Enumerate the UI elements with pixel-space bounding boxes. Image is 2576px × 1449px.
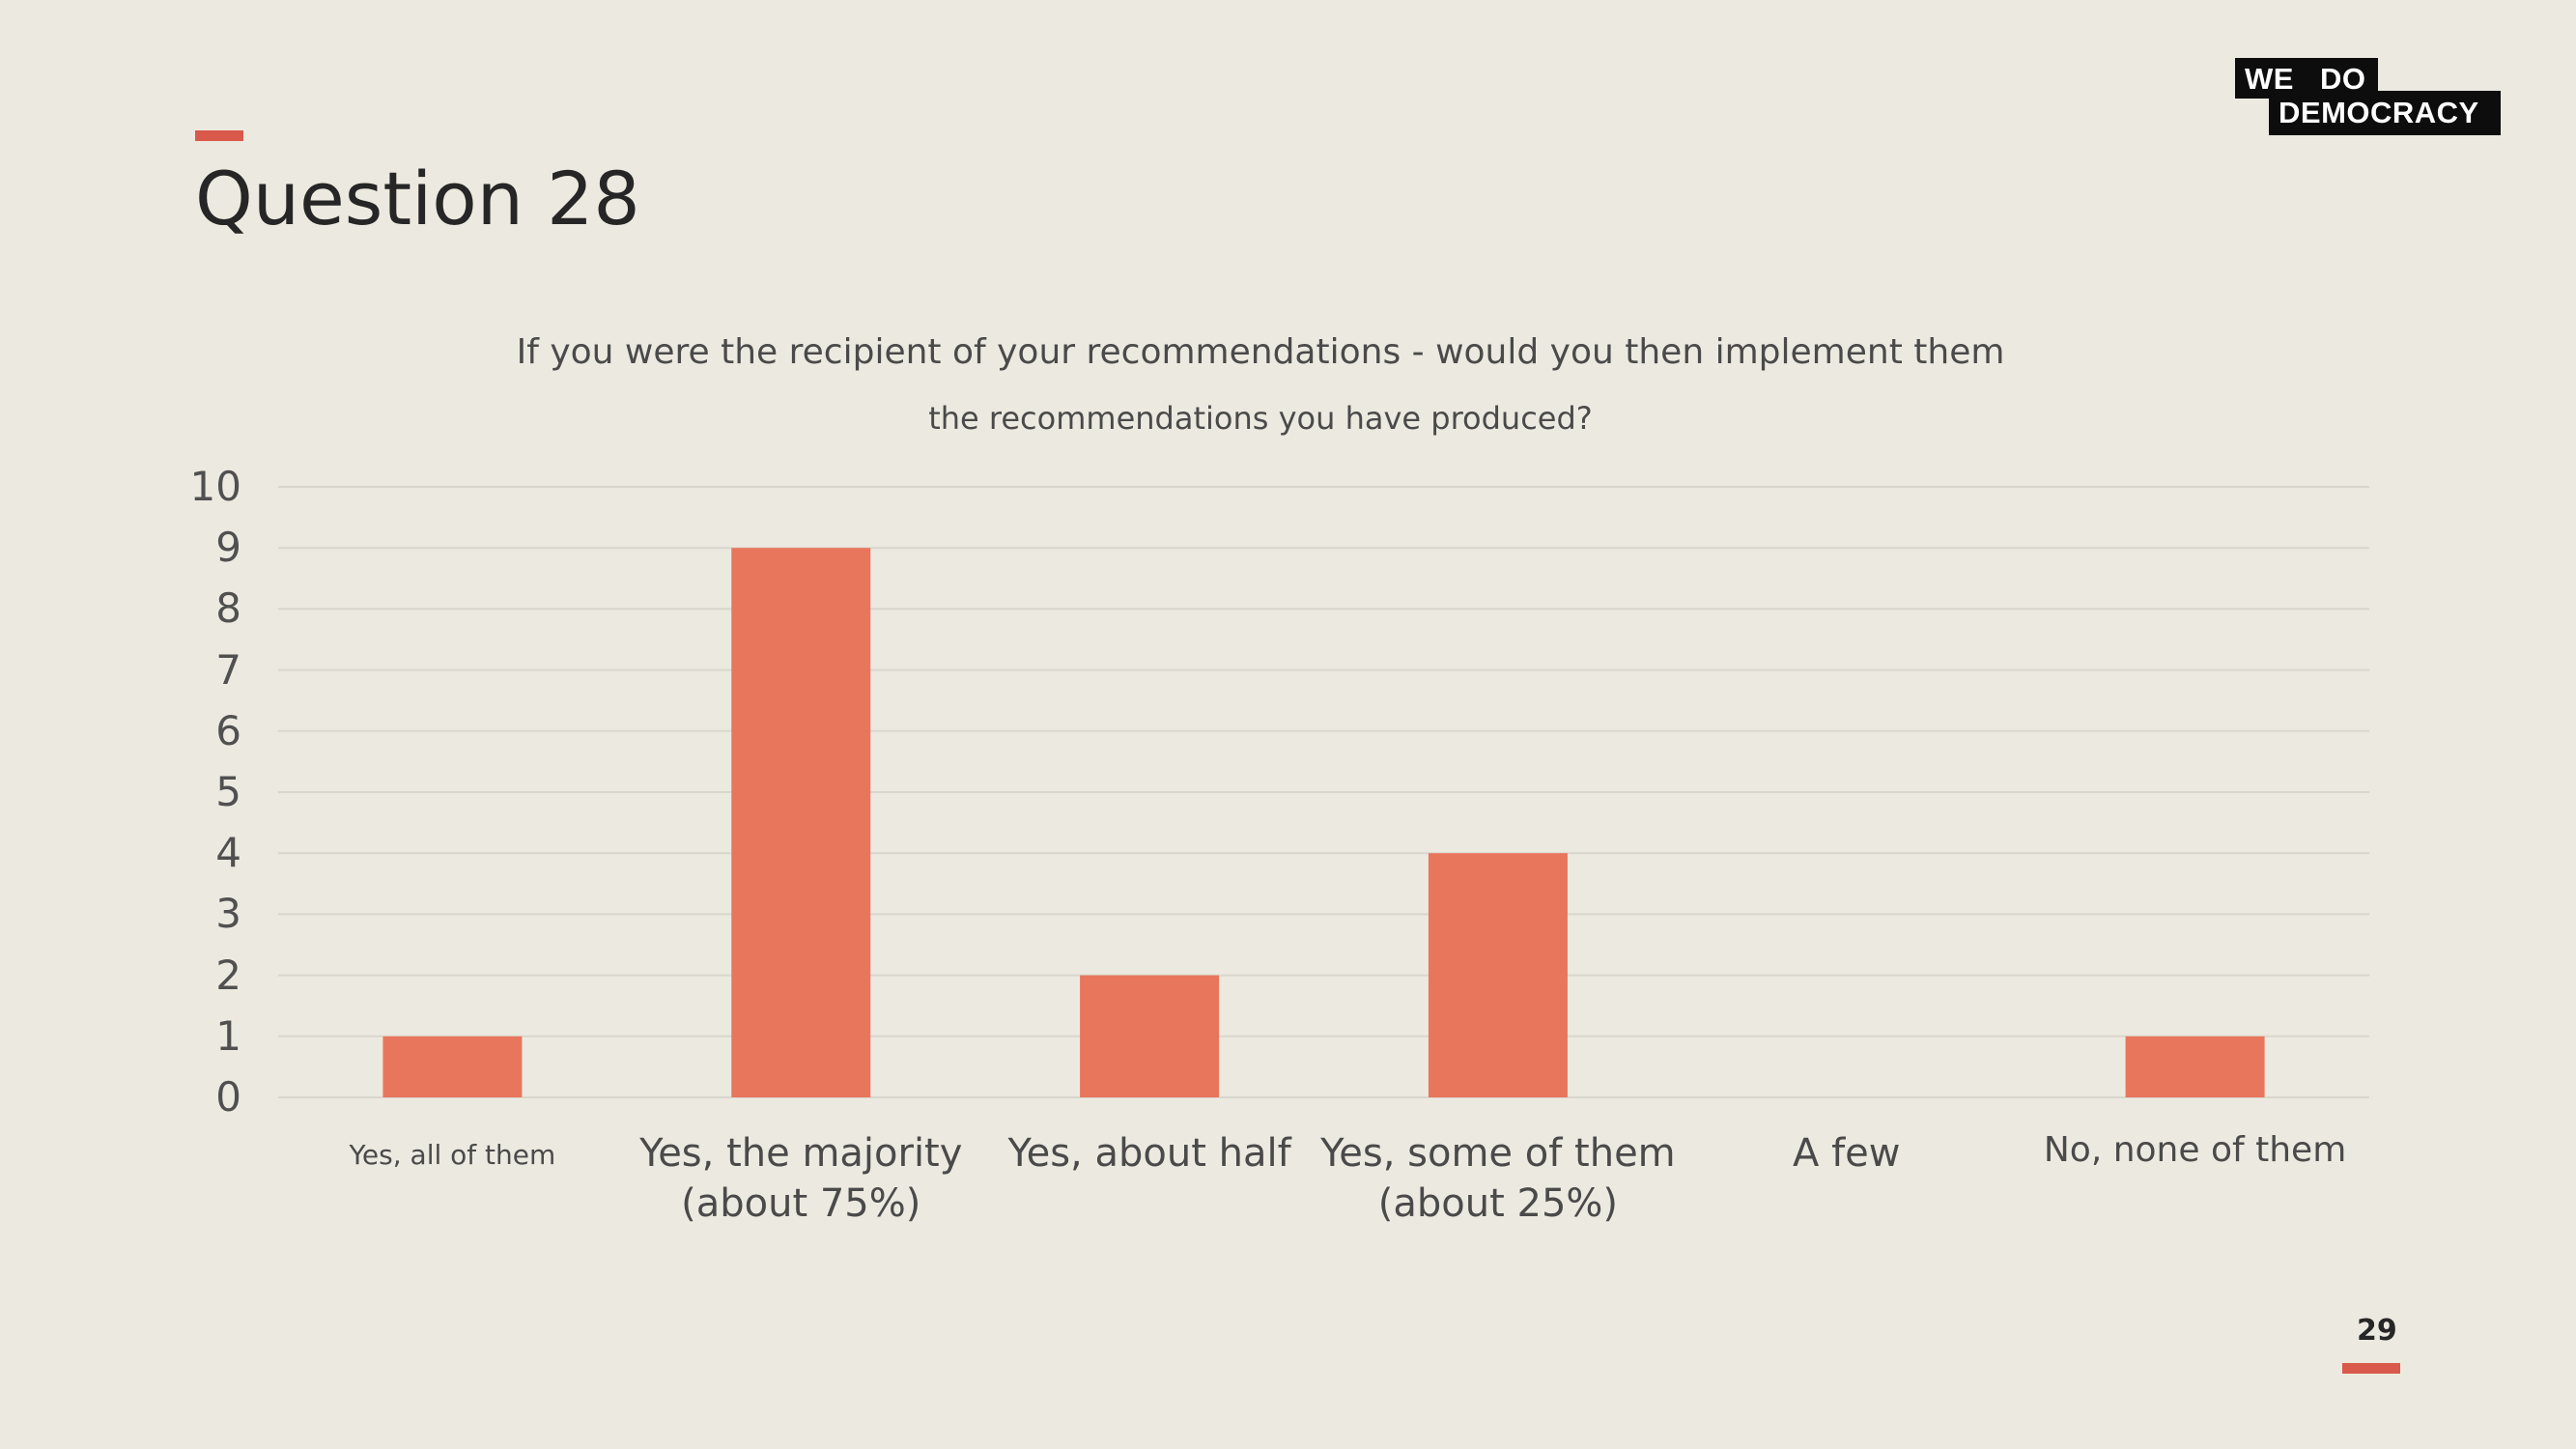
bar <box>731 548 871 1097</box>
bar <box>382 1036 523 1097</box>
y-tick-label: 6 <box>215 706 241 754</box>
x-tick-label: No, none of them <box>2043 1130 2347 1170</box>
x-tick-label: Yes, some of them (about 25%) <box>1320 1131 1676 1226</box>
title-accent-bar <box>195 130 243 141</box>
bar <box>1080 975 1220 1097</box>
x-tick-label: Yes, the majority (about 75%) <box>639 1131 963 1226</box>
y-tick-label: 4 <box>215 829 241 877</box>
y-tick-label: 8 <box>215 584 241 633</box>
bar <box>2125 1036 2265 1097</box>
x-tick-label: A few <box>1793 1131 1901 1176</box>
page-number: 29 <box>2357 1314 2397 1348</box>
y-tick-label: 1 <box>215 1011 241 1060</box>
x-tick-label: Yes, about half <box>1007 1131 1291 1176</box>
page-title: Question 28 <box>195 156 640 242</box>
x-tick-label: Yes, all of them <box>349 1139 556 1171</box>
footer-accent-bar <box>2342 1363 2400 1374</box>
y-tick-label: 9 <box>215 524 241 572</box>
chart-title: If you were the recipient of your recomm… <box>516 332 2005 372</box>
chart-subtitle: the recommendations you have produced? <box>928 400 1593 437</box>
y-tick-label: 0 <box>215 1073 241 1121</box>
we-do-democracy-logo: WE DO DEMOCRACY <box>2235 58 2501 137</box>
y-tick-label: 3 <box>215 890 241 938</box>
y-tick-label: 10 <box>189 463 241 510</box>
y-tick-label: 2 <box>215 951 241 999</box>
y-tick-label: 7 <box>215 645 241 694</box>
bar <box>1428 853 1568 1097</box>
y-tick-label: 5 <box>215 768 241 815</box>
